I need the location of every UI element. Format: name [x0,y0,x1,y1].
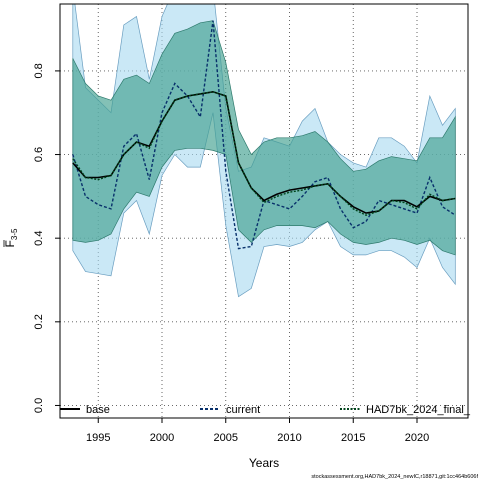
y-axis-title-sub: 3-5 [10,228,19,240]
y-tick-label: 0.8 [33,63,45,78]
x-tick-label: 2010 [277,432,301,444]
x-tick-label: 2005 [214,432,238,444]
y-tick-label: 0.0 [33,398,45,413]
y-axis-title-main: F [3,240,17,247]
footnote: stockassessment.org,HAD7bk_2024_newIC,r1… [311,474,478,480]
series-lines [72,20,456,250]
x-tick-label: 2020 [405,432,429,444]
x-tick-label: 2000 [150,432,174,444]
legend: base current HAD7bk_2024_final_ [60,404,471,416]
y-axis: 0.0 0.2 0.4 0.6 0.8 [33,63,60,413]
x-axis-title: Years [249,456,279,470]
confidence-bands [72,4,456,298]
x-tick-label: 2015 [341,432,365,444]
series-line-had7bk-2024-final [72,91,456,216]
legend-label-current: current [226,404,260,416]
legend-label-base: base [86,404,110,416]
y-tick-label: 0.2 [33,314,45,329]
legend-label-had7bk-2024-final: HAD7bk_2024_final_ [366,404,471,416]
svg-text:F3-5: F3-5 [3,228,19,247]
x-axis: 1995 2000 2005 2010 2015 2020 [86,418,429,444]
y-tick-label: 0.4 [33,231,45,246]
x-tick-label: 1995 [86,432,110,444]
y-axis-title: F3-5 [3,228,19,247]
y-tick-label: 0.6 [33,147,45,162]
grid-lines [60,4,468,418]
band-base [72,20,456,256]
plot-frame [59,3,469,419]
